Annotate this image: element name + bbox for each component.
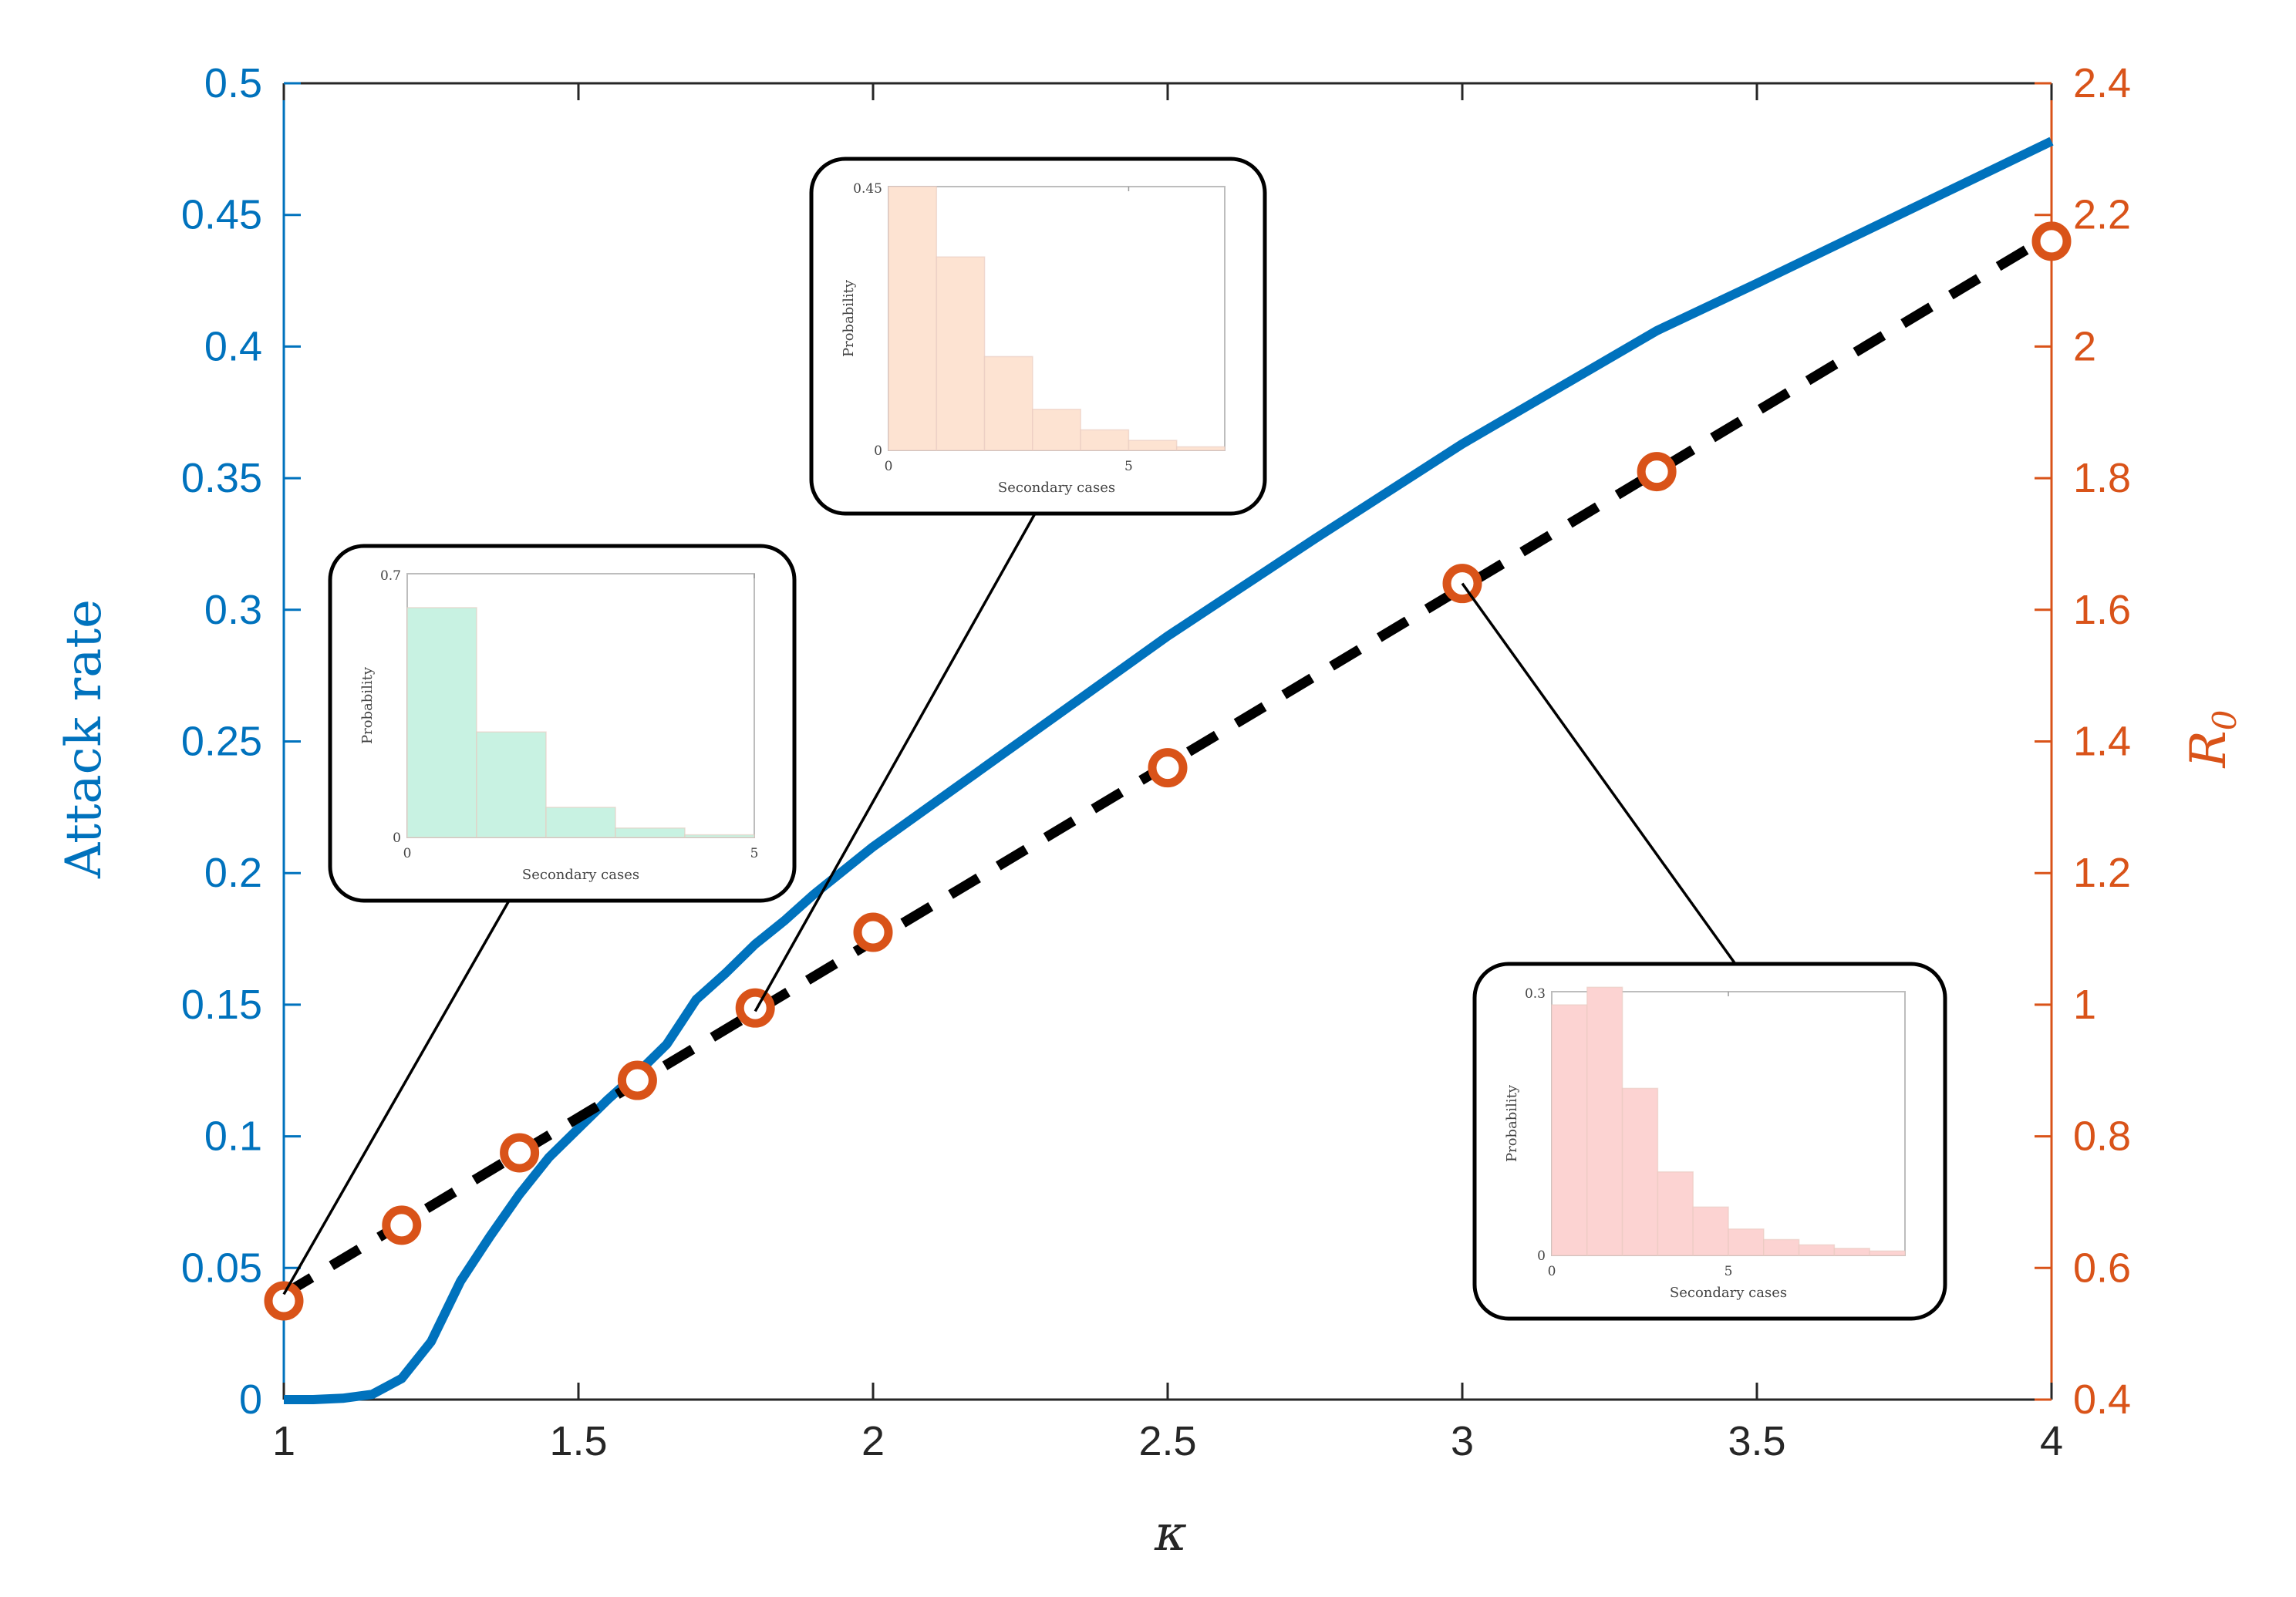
left-y-tick-label: 0.45: [181, 192, 262, 238]
left-y-tick-label: 0.35: [181, 455, 262, 501]
inset-bar: [1833, 1248, 1870, 1256]
plot-axes: 1 1.5 2 2.5 3 3.5 400.050.10.150.20.250.30.350…: [181, 60, 2131, 1464]
left-y-tick-label: 0.5: [204, 60, 262, 106]
axis-labels: κ Attack rate R0: [56, 599, 2244, 1562]
inset-x-tick-label: 0: [1548, 1264, 1556, 1279]
x-tick-label: 1: [272, 1418, 295, 1464]
right-y-tick-label: 1.4: [2073, 719, 2131, 765]
r0-marker: [2031, 221, 2072, 261]
right-y-tick-label: 0.8: [2073, 1114, 2131, 1160]
inset-histogram-3: 0.3 00 5 Secondary cases Probability: [1472, 962, 1947, 1321]
right-y-axis-label-main: R: [2180, 730, 2237, 768]
inset-x-axis-label: Secondary cases: [522, 867, 639, 883]
inset-bar: [1692, 1206, 1729, 1256]
right-y-tick-label: 0.4: [2073, 1376, 2131, 1423]
inset-bar: [1621, 1087, 1659, 1256]
inset-bar: [1728, 1228, 1765, 1256]
left-y-tick-label: 0.1: [204, 1114, 262, 1160]
r0-marker: [264, 1281, 304, 1321]
left-y-tick-label: 0.05: [181, 1245, 262, 1291]
inset-bar: [1128, 440, 1178, 451]
right-y-tick-label: 1.2: [2073, 850, 2131, 896]
inset-bar: [888, 186, 938, 451]
right-y-tick-label: 1.6: [2073, 587, 2131, 633]
inset-bar: [1763, 1238, 1800, 1256]
x-tick-label: 4: [2040, 1418, 2063, 1464]
x-tick-label: 2.5: [1138, 1418, 1196, 1464]
inset-y-max-label: 0.3: [1525, 986, 1546, 1002]
inset-histogram-1: 0.7 00 5 Secondary cases Probability: [328, 544, 797, 903]
inset-bar: [1657, 1171, 1694, 1256]
left-y-tick-label: 0.15: [181, 982, 262, 1028]
inset-y-axis-label: Probability: [1504, 1084, 1520, 1162]
inset-bar: [615, 827, 686, 838]
inset-x-tick-label: 5: [750, 846, 759, 861]
r0-marker: [617, 1060, 657, 1100]
right-y-tick-label: 2: [2073, 323, 2096, 369]
x-axis-label: κ: [1154, 1505, 1187, 1562]
inset-histogram-2: 0.45 00 5 Secondary cases Probability: [809, 157, 1267, 516]
left-y-tick-label: 0.2: [204, 850, 262, 896]
r0-marker: [382, 1205, 422, 1245]
inset-callout-line: [1461, 582, 1737, 965]
left-y-tick-label: 0.3: [204, 587, 262, 633]
left-y-tick-label: 0.25: [181, 719, 262, 765]
r0-marker: [853, 912, 893, 952]
right-y-axis-label-sub: 0: [2206, 710, 2244, 731]
x-tick-label: 3: [1451, 1418, 1474, 1464]
inset-bar: [1586, 986, 1623, 1256]
inset-callout-line: [754, 513, 1037, 1012]
r0-marker: [500, 1133, 540, 1173]
inset-x-tick-label: 5: [1725, 1264, 1733, 1279]
left-y-tick-label: 0.4: [204, 323, 262, 369]
right-y-tick-label: 2.4: [2073, 60, 2131, 106]
inset-y-zero-label: 0: [1537, 1248, 1546, 1264]
inset-bar: [983, 355, 1033, 451]
attack-rate-line: [284, 136, 2054, 1404]
inset-x-tick-label: 5: [1124, 459, 1133, 474]
inset-y-max-label: 0.45: [853, 181, 882, 197]
inset-y-max-label: 0.7: [380, 568, 401, 584]
plot-series: [264, 136, 2072, 1404]
inset-y-zero-label: 0: [393, 831, 401, 846]
inset-y-zero-label: 0: [874, 443, 882, 459]
inset-bar: [1032, 409, 1081, 451]
x-tick-label: 2: [861, 1418, 885, 1464]
inset-bar: [1798, 1244, 1836, 1256]
left-y-axis-label: Attack rate: [56, 599, 113, 879]
inset-x-axis-label: Secondary cases: [1670, 1285, 1787, 1301]
right-y-tick-label: 2.2: [2073, 192, 2131, 238]
x-tick-label: 1.5: [549, 1418, 607, 1464]
inset-bar: [1551, 1004, 1588, 1256]
r0-marker: [1637, 452, 1677, 492]
inset-x-tick-label: 0: [403, 846, 412, 861]
inset-x-axis-label: Secondary cases: [998, 480, 1115, 496]
inset-bar: [684, 834, 755, 838]
r0-marker: [1148, 748, 1188, 788]
right-y-axis-label: R0: [2180, 710, 2244, 769]
left-y-tick-label: 0: [239, 1376, 262, 1423]
inset-bar: [1869, 1250, 1906, 1256]
right-y-tick-label: 1: [2073, 982, 2096, 1028]
inset-y-axis-label: Probability: [841, 279, 857, 357]
inset-bar: [406, 607, 477, 838]
right-y-tick-label: 1.8: [2073, 455, 2131, 501]
inset-bar: [545, 807, 616, 838]
inset-bar: [936, 256, 986, 451]
x-tick-label: 3.5: [1728, 1418, 1785, 1464]
inset-bar: [1175, 446, 1226, 451]
inset-x-tick-label: 0: [885, 459, 893, 474]
inset-callout-line: [282, 900, 511, 1295]
inset-bar: [476, 731, 547, 838]
inset-bar: [1080, 429, 1130, 451]
r0-marker: [735, 988, 775, 1028]
inset-y-axis-label: Probability: [359, 666, 376, 744]
right-y-tick-label: 0.6: [2073, 1245, 2131, 1291]
